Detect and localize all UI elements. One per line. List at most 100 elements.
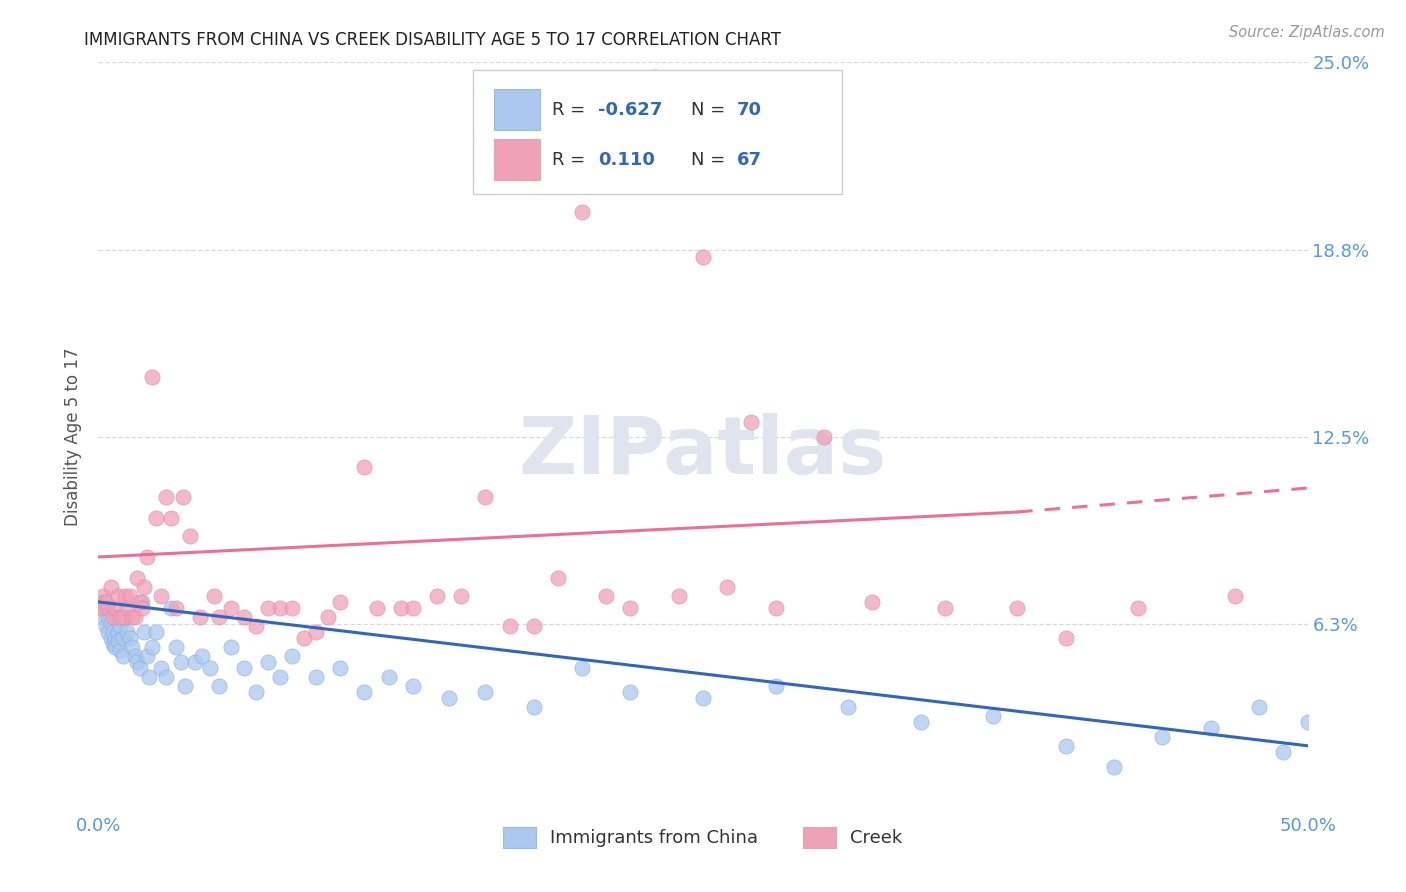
Point (692, 690, 714, 705)
Point (644, 70, 666, 85)
Text: -0.627: -0.627 (598, 101, 662, 119)
Point (402, 679, 425, 693)
Point (101, 637, 124, 651)
Point (353, 685, 375, 699)
Point (198, 661, 221, 675)
Point (138, 670, 160, 684)
Point (145, 624, 167, 639)
Point (134, 624, 156, 639)
Point (101, 610, 124, 624)
Point (256, 601, 278, 615)
Point (97, 624, 120, 639)
Point (1223, 589, 1246, 603)
Point (305, 624, 328, 639)
Point (91, 589, 114, 603)
Point (118, 631, 141, 645)
Point (329, 595, 352, 609)
Point (155, 490, 177, 504)
Point (114, 610, 136, 624)
Point (117, 624, 139, 639)
Point (619, 601, 641, 615)
Point (94, 601, 117, 615)
Point (692, 250, 714, 264)
Point (571, 661, 593, 675)
Point (208, 679, 231, 693)
Point (104, 601, 127, 615)
Point (547, 571, 569, 585)
Point (1128, 601, 1150, 615)
Point (97, 610, 120, 624)
Point (131, 601, 153, 615)
Point (437, 690, 460, 705)
Text: IMMIGRANTS FROM CHINA VS CREEK DISABILITY AGE 5 TO 17 CORRELATION CHART: IMMIGRANTS FROM CHINA VS CREEK DISABILIT… (84, 31, 782, 49)
Point (94, 619, 117, 633)
Point (910, 714, 932, 729)
Point (765, 601, 787, 615)
Point (155, 670, 177, 684)
Point (174, 679, 197, 693)
Point (305, 670, 328, 684)
FancyBboxPatch shape (474, 70, 842, 194)
Point (91, 595, 114, 609)
Point (256, 655, 278, 669)
Point (100, 580, 122, 594)
Point (232, 610, 254, 624)
Point (934, 601, 956, 615)
Point (108, 643, 131, 657)
Point (108, 610, 131, 624)
Point (523, 699, 546, 714)
Point (281, 601, 304, 615)
Point (124, 648, 146, 663)
Point (121, 610, 143, 624)
Point (426, 589, 449, 603)
Text: ZIPatlas: ZIPatlas (519, 413, 887, 491)
Text: R =: R = (551, 151, 596, 169)
Point (107, 624, 129, 639)
Point (172, 490, 194, 504)
Point (837, 699, 859, 714)
Point (184, 655, 207, 669)
Point (204, 589, 226, 603)
Bar (494, 139, 540, 180)
Point (111, 631, 134, 645)
Legend: Immigrants from China, Creek: Immigrants from China, Creek (496, 820, 910, 855)
Point (668, 589, 690, 603)
Point (474, 490, 496, 504)
Text: N =: N = (690, 151, 731, 169)
Point (127, 655, 149, 669)
Point (150, 589, 173, 603)
Point (128, 661, 150, 675)
Point (121, 640, 143, 654)
Point (389, 601, 412, 615)
Point (97, 601, 120, 615)
Point (101, 624, 124, 639)
Point (619, 685, 641, 699)
Point (107, 589, 129, 603)
Text: Source: ZipAtlas.com: Source: ZipAtlas.com (1229, 25, 1385, 40)
Point (111, 610, 134, 624)
Point (1296, 714, 1319, 729)
Point (114, 589, 136, 603)
Point (716, 580, 738, 594)
Point (111, 648, 134, 663)
Point (813, 430, 835, 444)
Text: 70: 70 (737, 101, 762, 119)
Point (94, 595, 117, 609)
Point (523, 619, 546, 633)
Point (377, 670, 399, 684)
Point (160, 511, 183, 525)
Point (160, 601, 183, 615)
Point (141, 370, 163, 384)
Point (292, 631, 315, 645)
Point (1102, 760, 1125, 774)
Y-axis label: Disability Age 5 to 17: Disability Age 5 to 17 (65, 348, 83, 526)
Point (104, 640, 127, 654)
Point (221, 640, 243, 654)
Point (1007, 601, 1029, 615)
Point (221, 601, 243, 615)
Point (108, 619, 131, 633)
Point (1054, 739, 1077, 753)
Point (124, 610, 146, 624)
Point (188, 610, 211, 624)
Point (100, 631, 122, 645)
